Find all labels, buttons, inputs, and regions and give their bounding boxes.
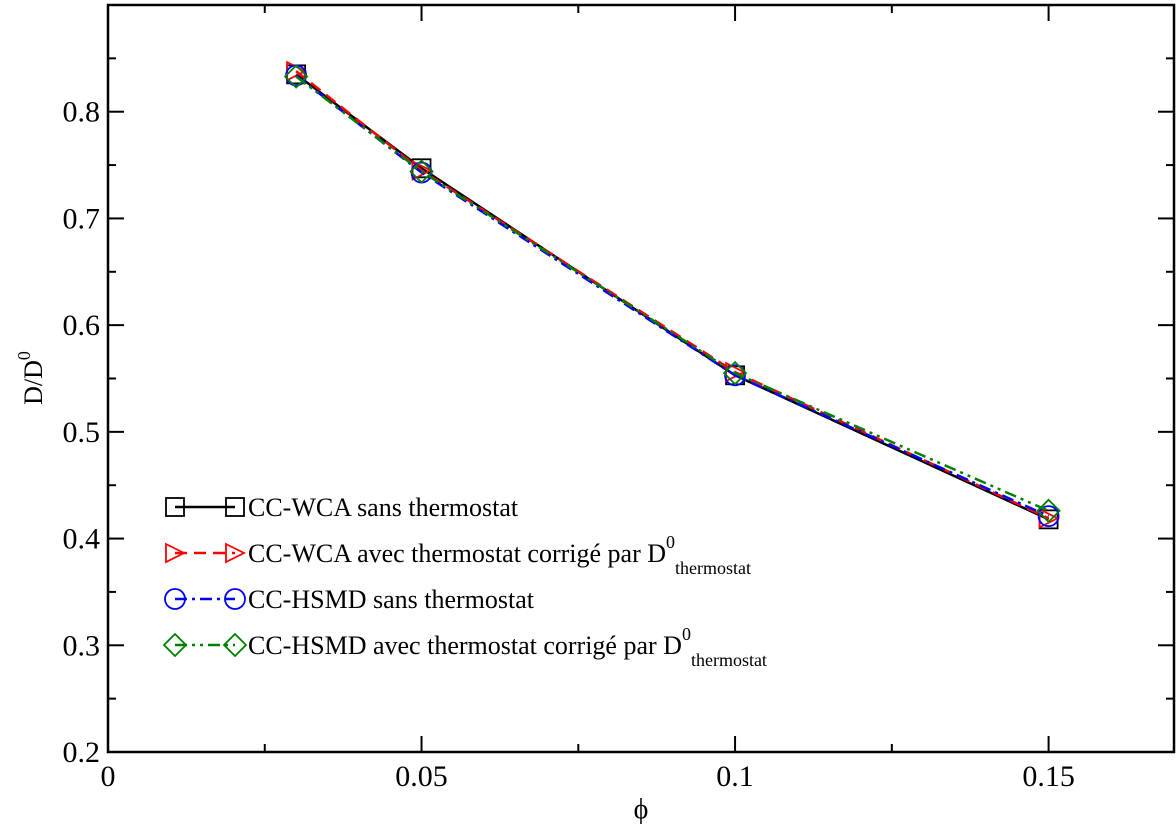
legend-label-sup: 0 [682, 624, 691, 644]
legend: CC-WCA sans thermostat CC-WCA avec thermo… [162, 493, 767, 670]
series-line [295, 70, 1050, 520]
x-tick-label: 0.1 [716, 760, 754, 793]
legend-marker [162, 632, 188, 658]
legend-marker [164, 588, 186, 610]
data-point [1037, 505, 1060, 528]
y-tick-label: 0.6 [63, 309, 101, 342]
x-tick-label: 0.05 [395, 760, 448, 793]
legend-marker [165, 542, 187, 564]
axis-ticks: 0 0.05 0.1 0.15 0.2 0.3 0.4 0.5 0.6 0.7 0.8 [63, 5, 1174, 793]
data-point [1036, 498, 1061, 524]
data-point [409, 159, 434, 184]
series-line [295, 73, 1050, 521]
legend-label-sub: thermostat [675, 558, 751, 578]
x-tick-label: 0.15 [1022, 760, 1075, 793]
legend-label: CC-HSMD sans thermostat [248, 585, 535, 614]
legend-label: CC-WCA sans thermostat [248, 493, 519, 522]
legend-marker [225, 542, 247, 564]
data-point [283, 64, 309, 89]
y-tick-label: 0.5 [63, 416, 101, 449]
y-axis-label: D/D0 [14, 351, 48, 405]
x-tick-label: 0 [101, 760, 116, 793]
legend-label-text: CC-HSMD avec thermostat corrigé par D [248, 631, 682, 660]
x-axis-label: ϕ [634, 794, 649, 825]
series-line [295, 74, 1050, 518]
y-axis-label-main: D/D [19, 360, 48, 405]
y-tick-label: 0.7 [63, 202, 101, 235]
legend-marker [222, 632, 248, 658]
y-axis-label-sup: 0 [14, 351, 34, 360]
legend-marker [165, 497, 185, 517]
plot-frame [106, 3, 1176, 754]
legend-label: CC-WCA avec thermostat corrigé par D0the… [248, 532, 751, 578]
legend-label-sub: thermostat [691, 650, 767, 670]
legend-label: CC-HSMD avec thermostat corrigé par D0th… [248, 624, 767, 670]
legend-label-text: CC-WCA avec thermostat corrigé par D [248, 539, 666, 568]
legend-label-sup: 0 [666, 532, 675, 552]
y-tick-label: 0.8 [63, 96, 101, 129]
series-lines [283, 60, 1061, 530]
legend-label-text: CC-WCA sans thermostat [248, 493, 519, 522]
data-point [722, 360, 748, 386]
y-tick-label: 0.3 [63, 629, 101, 662]
series-line [295, 75, 1050, 512]
y-tick-label: 0.4 [63, 523, 101, 556]
legend-label-text: CC-HSMD sans thermostat [248, 585, 535, 614]
legend-marker [224, 588, 246, 610]
legend-marker [225, 497, 245, 517]
y-tick-label: 0.2 [63, 736, 101, 769]
